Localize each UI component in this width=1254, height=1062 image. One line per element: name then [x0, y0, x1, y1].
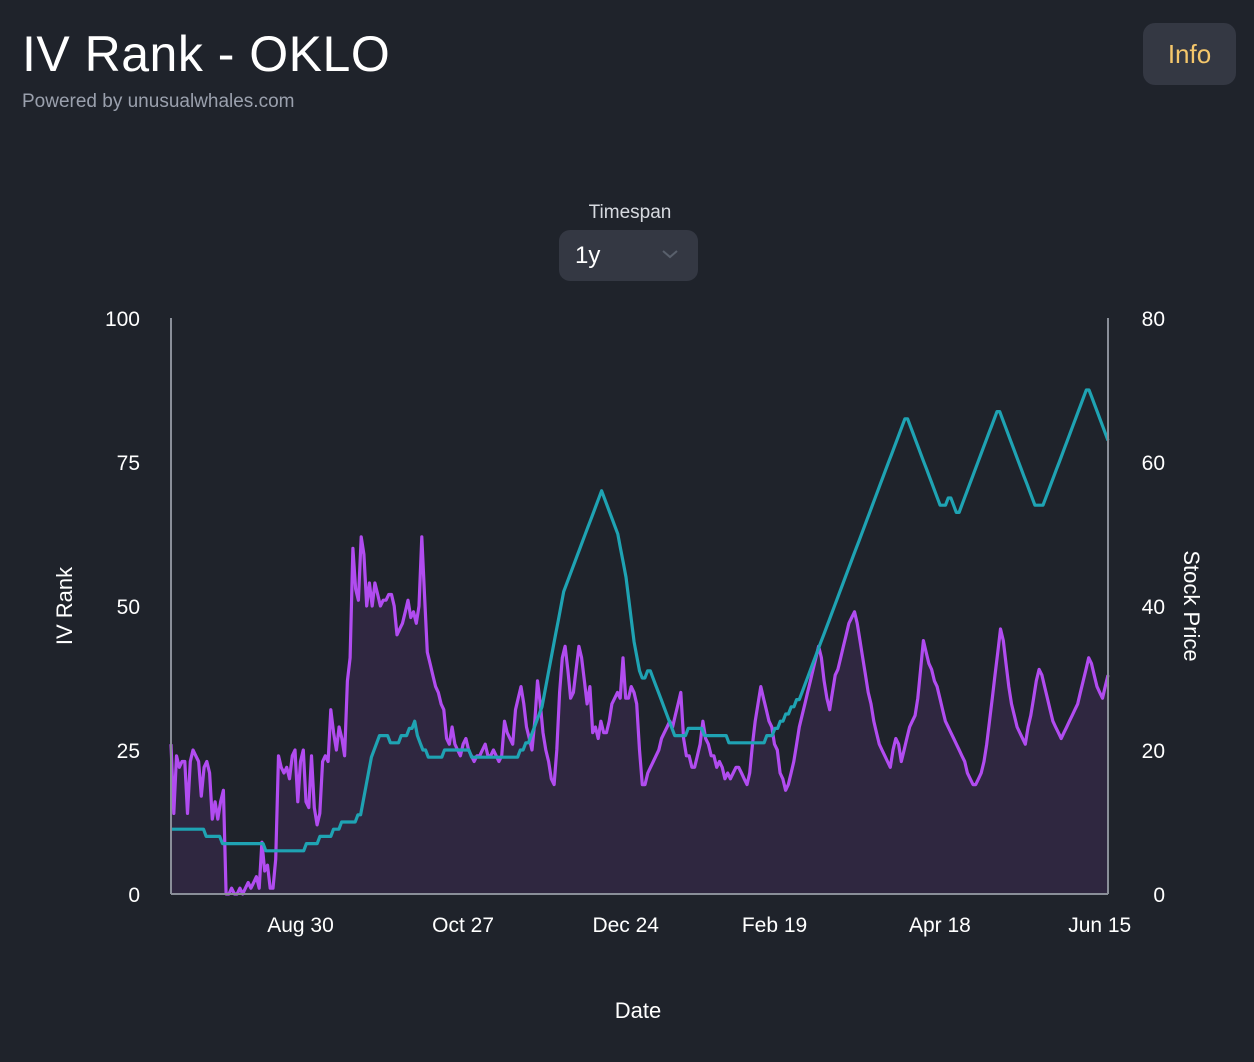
powered-by-text: Powered by unusualwhales.com: [22, 91, 295, 112]
y-right-tick-label: 20: [1142, 740, 1165, 763]
y-right-tick-label: 60: [1142, 452, 1165, 475]
y-axis-right-title: Stock Price: [1179, 550, 1204, 661]
timespan-selected-value: 1y: [575, 242, 601, 269]
x-tick-label: Oct 27: [432, 914, 494, 937]
chevron-down-icon: [662, 250, 678, 259]
x-tick-label: Aug 30: [267, 914, 334, 937]
y-left-tick-label: 25: [117, 740, 140, 763]
timespan-select[interactable]: 1y: [559, 230, 698, 281]
y-left-tick-label: 50: [117, 596, 140, 619]
y-axis-left-title: IV Rank: [52, 566, 77, 645]
y-left-tick-label: 0: [128, 884, 140, 907]
x-tick-label: Apr 18: [909, 914, 971, 937]
info-button[interactable]: Info: [1143, 23, 1236, 85]
page-title: IV Rank - OKLO: [22, 26, 391, 82]
iv-rank-area: [171, 536, 1108, 894]
stock-price-line: [171, 388, 1110, 853]
x-tick-label: Jun 15: [1068, 914, 1131, 937]
y-right-tick-label: 40: [1142, 596, 1165, 619]
x-tick-label: Dec 24: [592, 914, 659, 937]
y-right-tick-label: 80: [1142, 308, 1165, 331]
x-axis-title: Date: [615, 998, 661, 1023]
y-left-tick-label: 75: [117, 452, 140, 475]
y-left-tick-label: 100: [105, 308, 140, 331]
timespan-label: Timespan: [588, 202, 672, 223]
x-tick-label: Feb 19: [742, 914, 807, 937]
y-right-tick-label: 0: [1153, 884, 1165, 907]
iv-rank-line: [169, 535, 1110, 896]
